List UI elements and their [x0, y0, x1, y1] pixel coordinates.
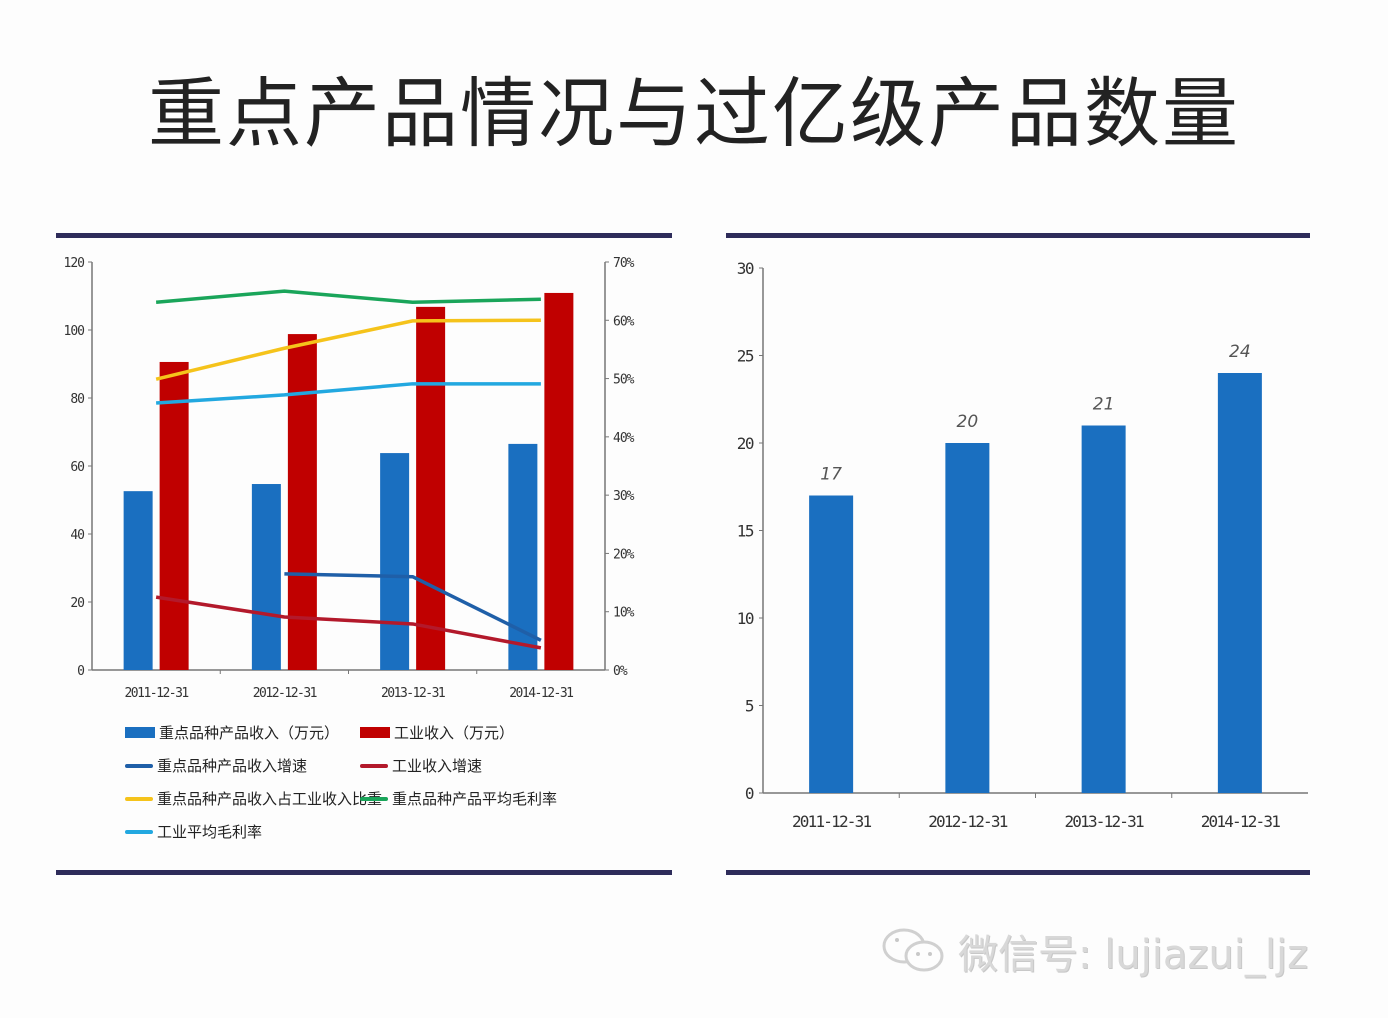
key-product-growth-line	[284, 572, 542, 642]
right-y-tick-label: 20%	[613, 547, 635, 562]
legend-swatch	[125, 763, 153, 768]
industrial-growth-line	[155, 595, 542, 650]
legend-swatch	[360, 796, 388, 801]
bar	[945, 443, 990, 793]
legend-label: 工业平均毛利率	[157, 823, 263, 841]
bar-key-product-revenue	[251, 484, 281, 670]
right-bottom-rule	[726, 870, 1310, 875]
y-tick-label: 30	[737, 259, 754, 278]
y-tick-label: 20	[737, 434, 754, 453]
y-tick-label: 25	[737, 347, 754, 366]
legend-swatch	[360, 727, 390, 738]
watermark-text: 微信号: lujiazui_ljz	[958, 932, 1309, 978]
y-tick-label: 15	[737, 522, 754, 541]
left-y-tick-label: 20	[70, 596, 84, 611]
data-label: 21	[1093, 395, 1115, 415]
watermark: 微信号: lujiazui_ljz	[880, 922, 1308, 980]
bar-key-product-revenue	[380, 453, 410, 670]
x-tick-label: 2013-12-31	[1064, 812, 1143, 831]
right-top-rule	[726, 233, 1310, 238]
legend-label: 工业收入（万元）	[394, 724, 515, 742]
right-y-tick-label: 10%	[613, 606, 635, 621]
x-tick-label: 2012-12-31	[253, 686, 317, 701]
legend-item: 重点品种产品收入增速	[125, 755, 307, 776]
legend-item: 重点品种产品平均毛利率	[360, 788, 557, 809]
left-combo-chart: 0 20 40 60 80 100 120 0% 10% 20% 30% 40% 50% 60% 70% 20…	[64, 256, 636, 701]
x-tick-label: 2014-12-31	[1201, 812, 1280, 831]
left-bottom-rule	[56, 870, 672, 875]
y-tick-label: 0	[745, 784, 754, 803]
legend-label: 重点品种产品收入（万元）	[159, 724, 340, 742]
right-y-tick-label: 40%	[613, 431, 635, 446]
legend-label: 重点品种产品收入占工业收入比重	[157, 790, 383, 808]
bar	[1081, 425, 1126, 793]
bar-key-product-revenue	[123, 491, 153, 670]
right-y-tick-label: 30%	[613, 489, 635, 504]
wechat-icon	[882, 928, 944, 972]
right-y-tick-label: 70%	[613, 256, 635, 271]
data-label: 24	[1229, 342, 1251, 362]
right-y-tick-label: 0%	[613, 664, 628, 679]
left-y-tick-label: 100	[64, 324, 85, 339]
legend-item: 工业收入（万元）	[360, 722, 514, 743]
bar	[809, 495, 854, 793]
legend-item: 工业平均毛利率	[125, 821, 262, 842]
left-y-tick-label: 60	[70, 460, 84, 475]
left-y-tick-label: 40	[70, 528, 84, 543]
legend-label: 重点品种产品平均毛利率	[392, 790, 558, 808]
legend-label: 工业收入增速	[392, 757, 483, 775]
legend-item: 工业收入增速	[360, 755, 482, 776]
right-y-tick-label: 50%	[613, 373, 635, 388]
bar-industrial-revenue	[287, 334, 317, 670]
bar-industrial-revenue	[159, 361, 189, 670]
left-top-rule	[56, 233, 672, 238]
y-tick-label: 5	[745, 697, 754, 716]
x-tick-label: 2011-12-31	[792, 812, 871, 831]
left-y-tick-label: 120	[64, 256, 85, 271]
right-bar-chart: 0 5 10 15 20 25 30 17 20 21 24 2011-12-31 2012-12-31…	[737, 259, 1308, 831]
x-tick-label: 2013-12-31	[381, 686, 445, 701]
legend-swatch	[125, 796, 153, 801]
legend-swatch	[360, 763, 388, 768]
y-tick-label: 10	[737, 609, 754, 628]
page-title: 重点产品情况与过亿级产品数量	[148, 69, 1240, 158]
key-product-share-line	[155, 318, 541, 381]
left-y-tick-label: 80	[70, 392, 84, 407]
legend-item: 重点品种产品收入（万元）	[125, 722, 339, 743]
left-y-tick-label: 0	[77, 664, 84, 679]
legend-item: 重点品种产品收入占工业收入比重	[125, 788, 382, 809]
right-y-tick-label: 60%	[613, 314, 635, 329]
legend-swatch	[125, 829, 153, 834]
bar-industrial-revenue	[544, 292, 574, 670]
legend-label: 重点品种产品收入增速	[157, 757, 308, 775]
key-product-margin-line	[155, 289, 541, 304]
x-tick-label: 2012-12-31	[928, 812, 1007, 831]
x-tick-label: 2011-12-31	[124, 686, 188, 701]
industrial-margin-line	[156, 382, 541, 405]
x-tick-label: 2014-12-31	[509, 686, 573, 701]
data-label: 17	[820, 465, 842, 485]
data-label: 20	[957, 412, 979, 432]
legend-swatch	[125, 727, 155, 738]
bar	[1217, 373, 1262, 793]
bar-industrial-revenue	[416, 306, 446, 670]
